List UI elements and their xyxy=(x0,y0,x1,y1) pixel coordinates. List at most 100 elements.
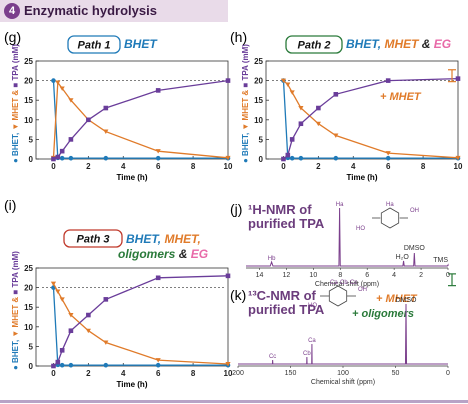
nmr-peak-label-cc: Cc xyxy=(269,354,276,360)
products-h-part-0: BHET, xyxy=(346,37,384,51)
point-tpa xyxy=(86,117,91,123)
point-mhet xyxy=(333,133,339,138)
point-tpa xyxy=(385,78,391,83)
products-g-part-0: BHET xyxy=(124,37,158,51)
nmr-peak-label-hb: Hb xyxy=(268,256,276,262)
point-tpa xyxy=(55,359,61,365)
products-i-line2-part-2: EG xyxy=(191,247,208,261)
y-tick-label: 25 xyxy=(24,264,33,273)
point-mhet xyxy=(280,78,287,83)
nmr-title-j-2: purified TPA xyxy=(248,216,325,231)
point-mhet xyxy=(55,80,61,85)
panel-letter-k: (k) xyxy=(230,287,246,303)
point-tpa xyxy=(51,363,56,369)
point-mhet xyxy=(289,90,295,95)
x-tick-label: 10 xyxy=(224,369,233,378)
x-tick-label: 0 xyxy=(281,162,286,171)
products-i-line1-part-0: BHET, xyxy=(126,232,164,246)
path-box-i xyxy=(63,229,123,248)
products-i-line1-part-1: MHET, xyxy=(164,232,200,246)
point-tpa xyxy=(59,148,65,154)
point-mhet xyxy=(455,155,461,161)
point-bhet xyxy=(298,155,304,161)
path-box-h xyxy=(285,35,343,54)
y-axis-label: ● BHET, ▼ MHET & ■ TPA (mM) xyxy=(11,44,20,163)
series-line-mhet xyxy=(283,80,459,159)
point-tpa xyxy=(225,78,231,83)
point-mhet xyxy=(385,151,391,156)
nmr-title-j-1: ¹H-NMR of xyxy=(248,202,312,217)
y-tick-label: 0 xyxy=(29,362,34,371)
y-axis-label-part-1: MHET & xyxy=(11,88,20,121)
point-tpa xyxy=(103,105,109,111)
plot-frame xyxy=(35,60,229,160)
products-h: BHET, MHET & EG xyxy=(346,37,451,51)
y-tick-label: 25 xyxy=(254,57,263,66)
y-tick-label: 10 xyxy=(24,323,33,332)
x-tick-label: 4 xyxy=(351,162,356,171)
y-axis-marker-1: ▼ xyxy=(241,120,250,130)
point-mhet xyxy=(68,313,74,318)
point-tpa xyxy=(86,312,91,318)
y-axis-marker-0: ● xyxy=(11,363,20,370)
plot-h: 0 5 10 15 20 25 0 2 4 6 8 10 Time (h) ● BHET, ▼ MHET … xyxy=(241,44,463,182)
nmr-tick-label-k: 0 xyxy=(446,370,450,377)
nmr-tick-label-j: 6 xyxy=(365,272,369,279)
point-mhet xyxy=(225,155,231,161)
point-bhet xyxy=(289,155,295,161)
series-line-tpa xyxy=(53,79,229,160)
y-axis-label-part-0: BHET, xyxy=(11,131,20,156)
nmr-tick-label-k: 200 xyxy=(232,370,244,377)
point-tpa xyxy=(68,137,74,142)
series-line-tpa xyxy=(283,77,459,160)
x-tick-label: 4 xyxy=(121,162,126,171)
nmr-tick-label-j: 4 xyxy=(392,272,396,279)
y-tick-label: 10 xyxy=(24,116,33,125)
point-mhet xyxy=(50,281,57,287)
nmr-tick-label-j: 10 xyxy=(309,272,317,279)
x-tick-label: 6 xyxy=(156,369,161,378)
point-bhet xyxy=(59,362,65,368)
path-label-h: Path 2 xyxy=(297,40,330,52)
nmr-tick-label-j: 14 xyxy=(256,272,264,279)
tpa-structure-ring-j xyxy=(380,207,400,229)
nmr-peak-label-cb: Cb xyxy=(303,351,311,357)
nmr-tick-label-j: 0 xyxy=(446,272,450,279)
x-tick-label: 6 xyxy=(386,162,391,171)
y-tick-label: 20 xyxy=(24,284,33,293)
point-tpa xyxy=(51,156,56,162)
point-tpa xyxy=(285,152,291,158)
y-axis-marker-2: ■ xyxy=(11,288,20,295)
y-axis-label: ● BHET, ▼ MHET & ■ TPA (mM) xyxy=(241,44,250,163)
x-tick-label: 8 xyxy=(421,162,426,171)
y-axis-label-part-2: TPA (mM) xyxy=(11,251,20,288)
point-mhet xyxy=(155,149,161,154)
y-tick-label: 5 xyxy=(29,342,34,351)
point-tpa xyxy=(455,76,461,81)
nmr-spectrum-j xyxy=(246,207,449,267)
point-tpa xyxy=(316,105,321,111)
point-mhet xyxy=(285,82,291,87)
point-mhet xyxy=(315,121,321,127)
y-tick-label: 5 xyxy=(29,135,34,144)
y-axis-label-part-1: MHET & xyxy=(241,88,250,121)
nmr-tick-label-k: 150 xyxy=(285,370,297,377)
y-tick-label: 20 xyxy=(24,77,33,86)
y-tick-label: 0 xyxy=(259,155,264,164)
tpa-struct-ho-k: HO xyxy=(308,303,317,309)
y-tick-label: 15 xyxy=(24,303,33,312)
plot-frame xyxy=(35,267,229,367)
y-axis-label-part-1: MHET & xyxy=(11,295,20,328)
products-i-line2-part-0: oligomers xyxy=(118,247,176,261)
point-bhet xyxy=(59,155,65,161)
point-mhet xyxy=(55,289,61,294)
nmr-xlabel-j: Chemical shift (ppm) xyxy=(315,281,379,288)
section-title: Enzymatic hydrolysis xyxy=(24,3,157,18)
products-h-part-1: MHET xyxy=(384,37,420,51)
point-tpa xyxy=(68,328,74,334)
point-mhet xyxy=(225,362,231,367)
point-tpa xyxy=(281,156,286,162)
point-bhet xyxy=(385,155,391,161)
point-mhet xyxy=(155,358,161,363)
